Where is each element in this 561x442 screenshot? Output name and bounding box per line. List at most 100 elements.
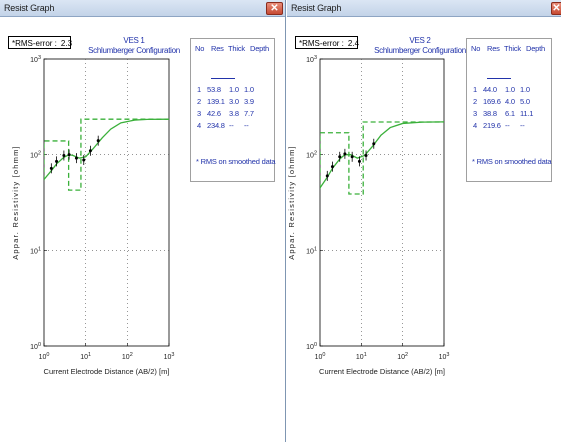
legend-col-thick: Thick xyxy=(228,44,245,53)
legend-cell: 3.0 xyxy=(229,97,239,106)
legend-cell: 139.1 xyxy=(207,97,225,106)
layer-legend: No Res Thick Depth 1 53.8 1.0 1.0 2 139.… xyxy=(190,38,276,182)
legend-cell: 2 xyxy=(197,97,201,106)
data-point xyxy=(67,153,71,157)
title-bar[interactable]: Resist Graph ✕ xyxy=(0,0,285,17)
legend-cell: 11.1 xyxy=(520,109,534,118)
legend-cell: 38.8 xyxy=(483,109,497,118)
legend-cell: -- xyxy=(520,121,525,130)
legend-cell: 3.8 xyxy=(229,109,239,118)
data-point xyxy=(364,154,368,158)
legend-cell: 7.7 xyxy=(244,109,254,118)
legend-cell: 4.0 xyxy=(505,97,515,106)
window-title: Resist Graph xyxy=(291,3,342,13)
data-point xyxy=(96,139,100,143)
chart-title: VES 2 Schlumberger Configuration xyxy=(365,36,475,56)
legend-cell: -- xyxy=(505,121,510,130)
model-step-line xyxy=(320,121,444,195)
y-tick-label: 103 xyxy=(306,55,317,64)
legend-cell: 3.9 xyxy=(244,97,254,106)
legend-cell: 2 xyxy=(473,97,477,106)
data-point xyxy=(88,149,92,153)
graph-panel: 103 102 101 100 100 101 102 103 Current Electrod… xyxy=(0,17,285,442)
legend-cell: 4 xyxy=(473,121,477,130)
configuration-name: Schlumberger Configuration xyxy=(88,46,180,55)
rms-label: *RMS-error : xyxy=(299,39,344,48)
y-axis-label: Appar. Resistivity [ohmm] xyxy=(287,145,296,260)
x-tick-label: 100 xyxy=(39,352,50,361)
plot-area xyxy=(320,121,444,195)
data-point xyxy=(372,142,376,146)
x-tick-label: 102 xyxy=(122,352,133,361)
legend-col-depth: Depth xyxy=(526,44,546,53)
data-point xyxy=(350,155,354,159)
x-tick-label: 100 xyxy=(315,352,326,361)
y-tick-label: 102 xyxy=(306,151,317,160)
legend-cell: 234.8 xyxy=(207,121,225,130)
legend-cell: 1.0 xyxy=(520,85,530,94)
legend-cell: 5.0 xyxy=(520,97,530,106)
plot-area xyxy=(44,118,169,191)
configuration-name: Schlumberger Configuration xyxy=(374,46,466,55)
model-step-line xyxy=(44,118,169,191)
close-icon: ✕ xyxy=(270,3,279,14)
data-point xyxy=(62,154,66,158)
x-tick-label: 102 xyxy=(397,352,408,361)
data-point xyxy=(74,156,78,160)
title-bar[interactable]: Resist Graph ✕ xyxy=(287,0,561,17)
legend-divider xyxy=(487,78,511,79)
legend-cell: 1.0 xyxy=(229,85,239,94)
legend-cell: 1 xyxy=(473,85,477,94)
legend-note: * RMS on smoothed data xyxy=(196,157,276,166)
legend-cell: 219.6 xyxy=(483,121,501,130)
ves-name: VES 1 xyxy=(123,36,145,45)
legend-cell: 4 xyxy=(197,121,201,130)
resist-graph-window-2: Resist Graph ✕ 103 102 101 100 100 101 102 103 C… xyxy=(287,0,561,442)
ves-name: VES 2 xyxy=(409,36,431,45)
resist-graph-window-1: Resist Graph ✕ 103 102 101 100 100 101 102 103 C… xyxy=(0,0,286,442)
legend-cell: 1.0 xyxy=(505,85,515,94)
x-tick-label: 101 xyxy=(80,352,91,361)
y-tick-label: 103 xyxy=(30,55,41,64)
legend-cell: 6.1 xyxy=(505,109,515,118)
y-tick-label: 100 xyxy=(30,342,41,351)
x-axis-label: Current Electrode Distance (AB/2) [m] xyxy=(44,367,170,376)
legend-col-thick: Thick xyxy=(504,44,521,53)
close-button[interactable]: ✕ xyxy=(551,2,561,15)
data-point xyxy=(49,166,53,170)
graph-panel: 103 102 101 100 100 101 102 103 Current Electrod… xyxy=(287,17,561,442)
data-point xyxy=(330,165,334,169)
close-button[interactable]: ✕ xyxy=(266,2,283,15)
data-point xyxy=(343,152,347,156)
legend-col-res: Res xyxy=(487,44,500,53)
x-tick-label: 103 xyxy=(439,352,450,361)
x-axis-label: Current Electrode Distance (AB/2) [m] xyxy=(319,367,445,376)
legend-cell: -- xyxy=(229,121,234,130)
chart-title: VES 1 Schlumberger Configuration xyxy=(79,36,189,56)
rms-error-box: *RMS-error :2.4 xyxy=(295,36,360,49)
data-point xyxy=(338,155,342,159)
y-tick-label: 102 xyxy=(30,151,41,160)
legend-cell: 42.6 xyxy=(207,109,221,118)
close-icon: ✕ xyxy=(552,3,561,14)
data-point xyxy=(82,158,86,162)
window-title: Resist Graph xyxy=(4,3,55,13)
rms-error-box: *RMS-error :2.3 xyxy=(8,36,73,49)
data-point xyxy=(325,174,329,178)
rms-label: *RMS-error : xyxy=(12,39,57,48)
rms-value: 2.3 xyxy=(60,39,73,48)
y-tick-label: 100 xyxy=(306,342,317,351)
data-point xyxy=(55,159,59,163)
legend-col-depth: Depth xyxy=(250,44,270,53)
rms-value: 2.4 xyxy=(347,39,360,48)
legend-cell: -- xyxy=(244,121,249,130)
legend-cell: 53.8 xyxy=(207,85,221,94)
x-tick-label: 103 xyxy=(164,352,175,361)
y-axis-label: Appar. Resistivity [ohmm] xyxy=(11,145,20,260)
legend-cell: 3 xyxy=(197,109,201,118)
y-tick-label: 101 xyxy=(306,246,317,255)
legend-cell: 1.0 xyxy=(244,85,254,94)
plot-frame xyxy=(319,58,445,347)
